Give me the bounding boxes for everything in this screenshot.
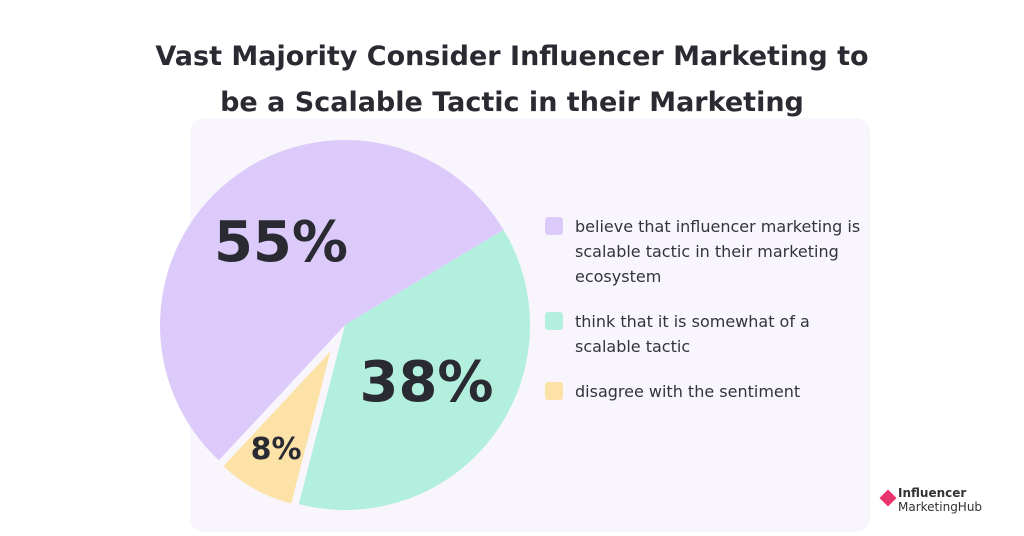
legend-swatch (545, 312, 563, 330)
pie-slice (298, 229, 530, 511)
legend-item: disagree with the sentiment (545, 379, 865, 404)
pie-slice (160, 140, 504, 461)
legend-item: think that it is somewhat of a scalable … (545, 309, 865, 359)
logo-text: MarketingHub (898, 500, 983, 514)
legend: believe that influencer marketing is sca… (545, 214, 865, 424)
legend-item: believe that influencer marketing is sca… (545, 214, 865, 289)
legend-text: believe that influencer marketing is sca… (575, 217, 861, 286)
pie-slice (223, 351, 331, 504)
data-label: 8% (251, 432, 302, 467)
logo-text: Influencer (898, 486, 967, 500)
data-label: 55% (214, 210, 348, 275)
logo: Influencer MarketingHub (879, 486, 983, 514)
data-label: 38% (359, 350, 493, 415)
legend-swatch (545, 382, 563, 400)
legend-text: disagree with the sentiment (575, 382, 801, 401)
legend-swatch (545, 217, 563, 235)
legend-text: think that it is somewhat of a scalable … (575, 312, 810, 356)
chart-title: Vast Majority Consider Influencer Market… (155, 41, 869, 164)
